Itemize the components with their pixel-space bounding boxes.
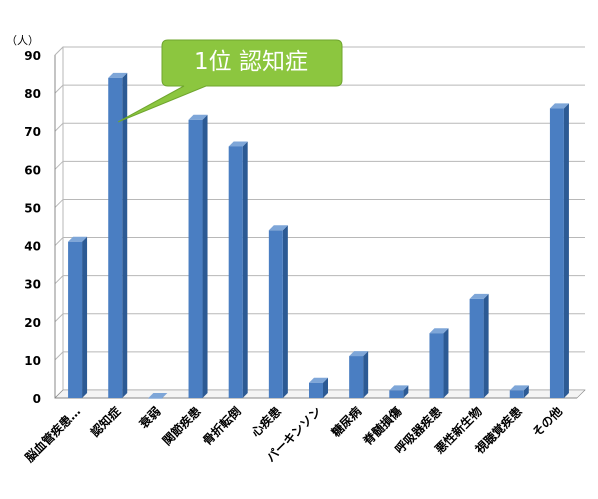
bar (509, 390, 524, 398)
bar-top (429, 328, 449, 334)
x-tick-label: 認知症 (87, 404, 123, 440)
gridline (54, 198, 585, 208)
y-tick-label: 0 (33, 392, 41, 406)
y-tick-label: 70 (24, 125, 41, 139)
bar (228, 146, 243, 398)
bar-top (68, 236, 88, 242)
x-tick-label: 関節疾患 (159, 404, 204, 449)
bar-top (108, 72, 128, 78)
bar-top (349, 351, 369, 357)
bar-top (509, 385, 529, 391)
y-tick-label: 50 (24, 201, 41, 215)
bar-top (389, 385, 409, 391)
gridline (54, 160, 585, 170)
bar-side (282, 225, 288, 398)
x-tick-label: 脳血管疾患… (22, 404, 84, 466)
bar-top (228, 141, 248, 147)
x-tick-label: その他 (529, 404, 565, 440)
bar-top (309, 377, 328, 383)
y-tick-label: 90 (24, 49, 41, 63)
bar-side (563, 103, 569, 398)
gridline (54, 351, 585, 361)
bar-top (469, 293, 489, 299)
y-tick-label: 30 (24, 278, 41, 292)
bar (349, 356, 364, 398)
callout-text: 1位 認知症 (194, 49, 308, 75)
bar (68, 241, 83, 398)
bar-side (82, 236, 88, 398)
y-tick-label: 80 (24, 87, 41, 101)
bar-side (483, 293, 489, 398)
y-axis-unit-label: （人） (6, 34, 39, 47)
y-tick-label: 40 (24, 240, 41, 254)
gridline (54, 46, 585, 56)
bar-side (323, 377, 328, 398)
bar (268, 230, 283, 398)
gridline (54, 313, 585, 323)
gridline (54, 122, 585, 132)
bar-side (403, 385, 409, 398)
x-tick-label: 糖尿病 (328, 404, 364, 440)
bar-top (148, 393, 168, 398)
bar (148, 398, 163, 399)
callout-bubble (117, 39, 343, 123)
plot-side-wall (54, 46, 64, 399)
bar-side (122, 72, 128, 398)
y-tick-label: 20 (24, 316, 41, 330)
y-tick-label: 60 (24, 163, 41, 177)
bar-top (549, 103, 569, 109)
bar (389, 390, 404, 398)
bar (309, 382, 323, 398)
bar-side (363, 351, 369, 398)
bar-side (202, 114, 208, 399)
x-tick-label: 衰弱 (135, 404, 163, 432)
bar-top (188, 114, 208, 120)
bar (469, 298, 484, 398)
x-tick-label: 骨折転倒 (199, 404, 244, 449)
bar-side (443, 328, 449, 398)
bar (549, 108, 564, 398)
gridline (54, 275, 585, 285)
bar (429, 333, 444, 398)
gridline (54, 237, 585, 246)
bar-side (242, 141, 248, 398)
gridline (54, 84, 585, 94)
x-tick-label: 心疾患 (248, 404, 284, 440)
y-tick-label: 10 (24, 354, 41, 368)
bar-top (268, 225, 288, 231)
bar (188, 119, 203, 399)
bar-side (523, 385, 529, 398)
bar (108, 77, 123, 398)
